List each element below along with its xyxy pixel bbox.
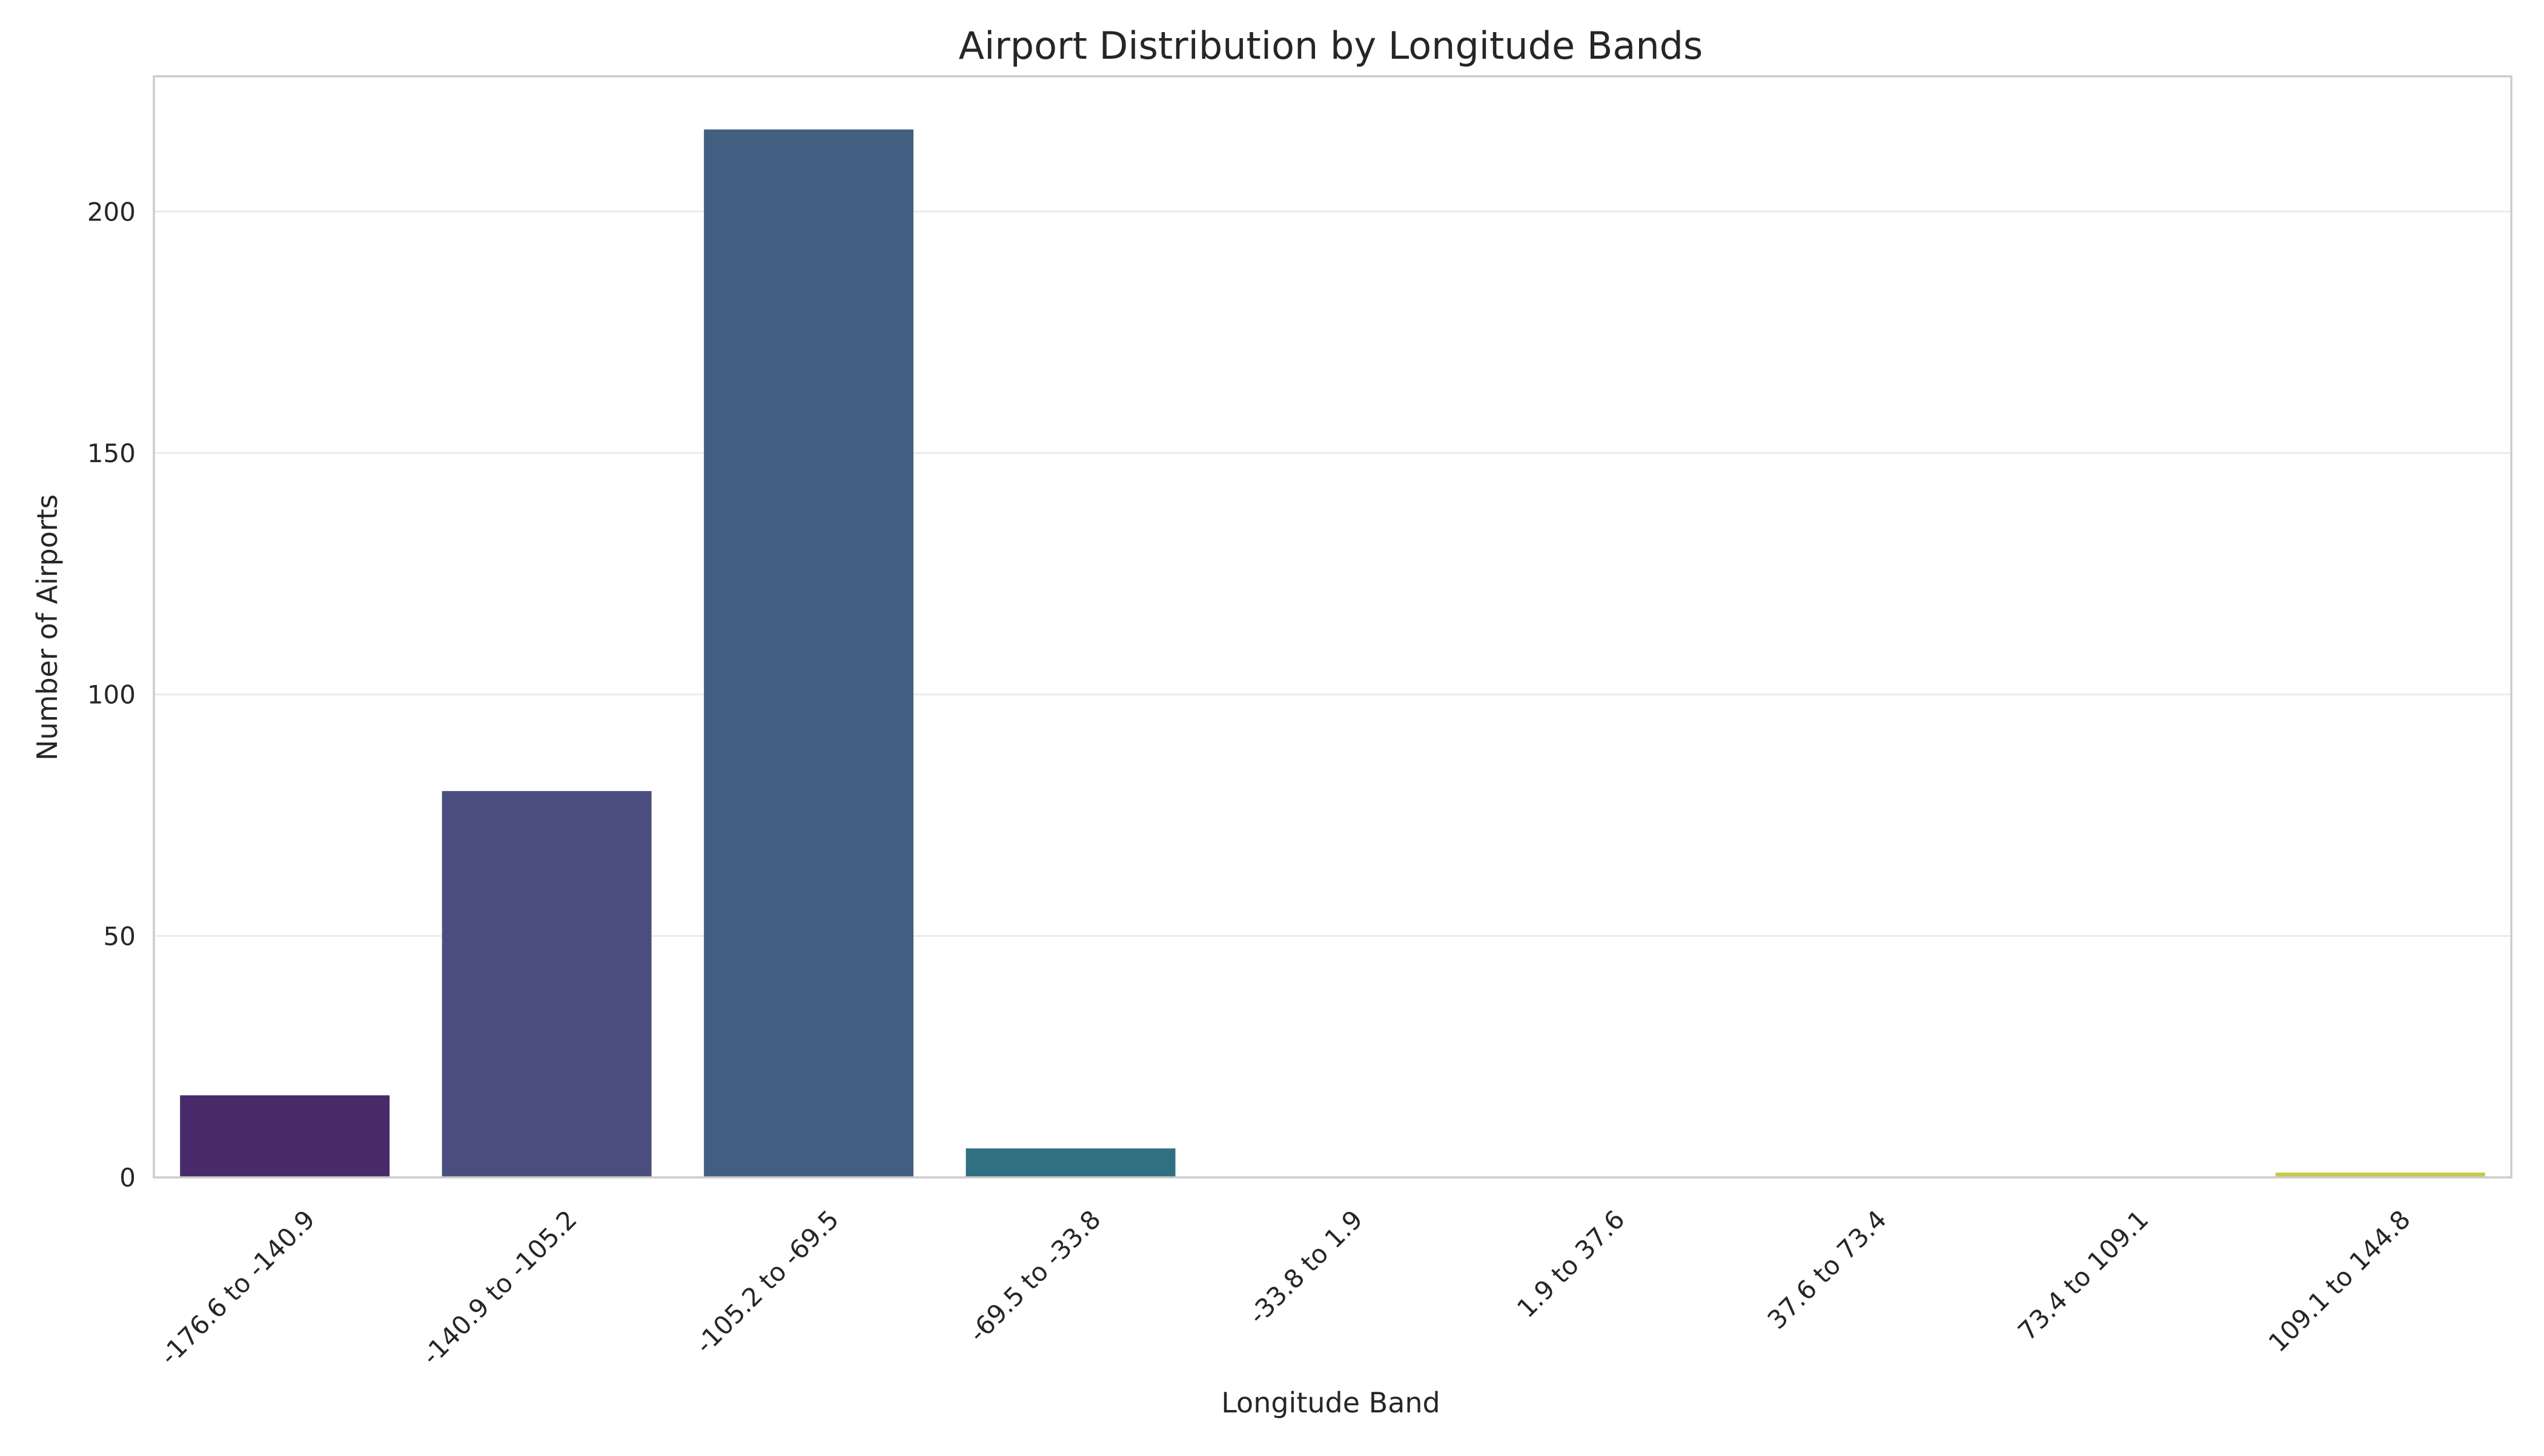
y-tick-label: 100	[87, 680, 136, 710]
x-axis-label: Longitude Band	[1221, 1386, 1440, 1419]
bar	[180, 1095, 390, 1177]
y-tick-label: 150	[87, 438, 136, 468]
bar	[966, 1148, 1176, 1177]
bars	[180, 129, 2485, 1177]
chart-title: Airport Distribution by Longitude Bands	[959, 24, 1703, 68]
y-axis-label: Number of Airports	[31, 494, 64, 761]
bar	[2275, 1173, 2485, 1177]
y-tick-label: 0	[119, 1163, 136, 1193]
y-tick-label: 50	[104, 921, 136, 951]
plot-frame	[153, 75, 2513, 1179]
bar	[704, 129, 914, 1177]
y-tick-labels: 0 50 100 150 200	[87, 197, 136, 1193]
y-tick-label: 200	[87, 197, 136, 227]
bar	[442, 791, 652, 1177]
